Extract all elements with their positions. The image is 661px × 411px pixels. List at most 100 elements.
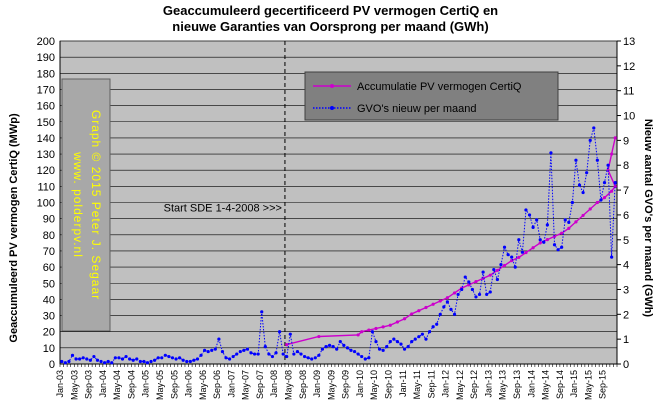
x-tick-label: Sep-14 [555, 370, 565, 399]
point-gvo [160, 356, 164, 360]
point-gvo [224, 356, 228, 360]
point-gvo [195, 357, 200, 361]
point-gvo [70, 353, 75, 357]
point-accumulatie [502, 263, 507, 268]
point-gvo [199, 353, 203, 357]
y-tick-label-left: 170 [37, 84, 55, 96]
point-gvo [570, 200, 574, 205]
legend-label: GVO's nieuw per maand [357, 103, 477, 115]
point-accumulatie [410, 312, 414, 316]
point-gvo [556, 248, 560, 252]
y-tick-label-left: 90 [43, 214, 55, 226]
y-tick-label-left: 100 [37, 198, 55, 210]
point-gvo [206, 349, 210, 354]
point-accumulatie [610, 189, 614, 193]
point-gvo [499, 263, 503, 267]
y-tick-label-right: 1 [623, 334, 629, 346]
x-tick-label: May-14 [541, 370, 551, 400]
x-tick-label: Jan-07 [226, 370, 236, 398]
x-tick-label: Jan-12 [441, 370, 451, 398]
point-gvo [395, 340, 400, 344]
point-accumulatie [356, 333, 360, 337]
point-gvo [460, 287, 464, 292]
point-gvo [277, 330, 282, 334]
point-gvo [599, 198, 603, 202]
point-gvo [485, 292, 489, 297]
point-accumulatie [538, 241, 542, 245]
point-accumulatie [610, 152, 614, 156]
point-gvo [260, 310, 264, 314]
point-accumulatie [595, 200, 599, 205]
point-gvo [431, 325, 435, 329]
y-tick-label-right: 4 [623, 260, 629, 272]
point-gvo [120, 357, 125, 361]
point-gvo [363, 357, 367, 361]
y-tick-label-right: 0 [623, 359, 629, 371]
point-gvo [124, 354, 128, 359]
point-gvo [95, 358, 100, 362]
point-gvo [245, 347, 250, 351]
y-tick-label-right: 7 [623, 185, 629, 197]
point-gvo [263, 345, 267, 349]
y-tick-label-left: 110 [37, 181, 55, 193]
point-gvo [81, 356, 85, 360]
point-gvo [370, 330, 375, 334]
legend-label: Accumulatie PV vermogen CertiQ [357, 81, 522, 93]
annotation-sde: Start SDE 1-4-2008 >>> [164, 202, 282, 214]
point-gvo [174, 357, 178, 361]
x-tick-label: May-10 [369, 370, 379, 400]
x-tick-label: Jan-13 [483, 370, 493, 398]
point-gvo [345, 346, 350, 350]
point-gvo [367, 356, 371, 360]
y-tick-label-left: 80 [43, 230, 55, 242]
point-gvo [113, 356, 117, 360]
point-gvo [231, 354, 235, 359]
point-gvo [299, 352, 303, 356]
y-tick-label-left: 120 [37, 165, 55, 177]
point-accumulatie [517, 255, 521, 260]
y-tick-label-left: 190 [37, 52, 55, 64]
point-gvo [410, 340, 414, 344]
point-gvo [213, 347, 217, 351]
x-tick-label: Sep-05 [169, 370, 179, 399]
x-tick-label: May-11 [412, 370, 422, 399]
point-gvo [392, 337, 396, 341]
point-gvo [302, 354, 307, 359]
point-gvo [131, 358, 135, 362]
point-gvo [185, 359, 189, 364]
point-gvo [317, 353, 321, 357]
point-gvo [381, 348, 385, 352]
point-accumulatie [581, 213, 585, 218]
x-tick-label: Jan-14 [526, 370, 536, 398]
point-gvo [535, 218, 539, 222]
point-gvo [531, 225, 535, 229]
point-gvo [156, 356, 160, 360]
y-tick-label-right: 9 [623, 135, 629, 147]
point-gvo [138, 359, 142, 364]
point-gvo [192, 358, 196, 362]
point-gvo [452, 312, 457, 316]
y-tick-label-left: 200 [37, 36, 55, 48]
y-tick-label-right: 12 [623, 61, 635, 73]
y-tick-label-right: 3 [623, 284, 629, 296]
point-gvo [227, 357, 232, 361]
point-gvo [63, 361, 67, 365]
point-gvo [352, 349, 357, 354]
y-tick-label-left: 40 [43, 294, 55, 306]
x-tick-label: Sep-07 [255, 370, 265, 399]
point-accumulatie [452, 291, 457, 295]
x-tick-label: Jan-06 [184, 370, 194, 398]
watermark-text: Graph © 2015 Peter J. Segaar [89, 110, 103, 300]
point-gvo [610, 255, 614, 259]
point-gvo [467, 280, 471, 284]
point-gvo [470, 287, 474, 292]
point-gvo [402, 347, 407, 351]
y-tick-label-right: 10 [623, 111, 635, 123]
point-gvo [435, 322, 439, 326]
point-accumulatie [445, 296, 450, 300]
point-gvo [106, 359, 110, 364]
y-tick-label-left: 20 [43, 327, 55, 339]
x-tick-label: Jan-11 [398, 370, 408, 397]
x-tick-label: Sep-08 [298, 370, 308, 399]
x-tick-label: Sep-04 [126, 370, 136, 399]
